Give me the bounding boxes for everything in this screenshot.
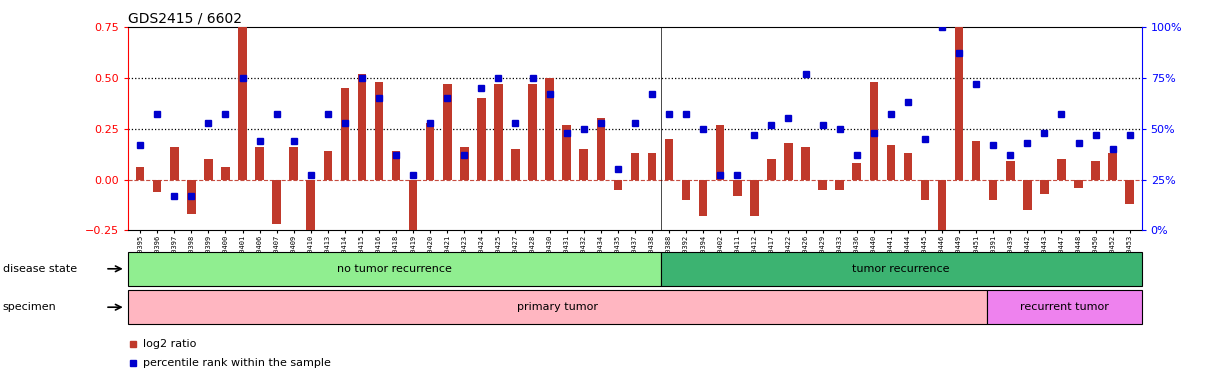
Bar [818,180,827,190]
Bar [698,180,707,216]
Text: recurrent tumor: recurrent tumor [1020,302,1109,312]
Bar [767,159,775,180]
FancyBboxPatch shape [128,290,987,324]
Bar [341,88,349,180]
Bar [852,163,861,180]
Bar [358,74,366,180]
Text: log2 ratio: log2 ratio [143,339,197,349]
FancyBboxPatch shape [128,252,661,286]
Bar [921,180,929,200]
Bar [681,180,690,200]
Bar [546,78,554,180]
Bar [170,147,178,180]
Bar [272,180,281,224]
Bar [153,180,161,192]
Bar [989,180,998,200]
Bar [835,180,844,190]
Bar [426,122,435,180]
Bar [614,180,623,190]
Bar [580,149,589,180]
Bar [495,84,503,180]
Text: primary tumor: primary tumor [518,302,598,312]
Bar [972,141,980,180]
Bar [443,84,452,180]
Bar [409,180,418,245]
Bar [1023,180,1032,210]
Bar [204,159,212,180]
Text: GDS2415 / 6602: GDS2415 / 6602 [128,12,242,26]
Bar [1074,180,1083,188]
Bar [136,167,144,180]
Bar [306,180,315,240]
Text: no tumor recurrence: no tumor recurrence [337,264,452,274]
Bar [955,0,963,180]
Bar [647,153,656,180]
Bar [460,147,469,180]
Text: specimen: specimen [2,302,56,312]
Text: percentile rank within the sample: percentile rank within the sample [143,358,331,368]
Bar [1006,161,1015,180]
Bar [597,118,606,180]
Bar [375,82,383,180]
Bar [512,149,520,180]
Bar [886,145,895,180]
Bar [324,151,332,180]
Bar [869,82,878,180]
Bar [1092,161,1100,180]
Bar [664,139,673,180]
Bar [289,147,298,180]
Bar [938,180,946,240]
Bar [529,84,537,180]
Bar [904,153,912,180]
Bar [187,180,195,214]
FancyBboxPatch shape [987,290,1142,324]
Bar [750,180,758,216]
Bar [392,151,400,180]
Text: tumor recurrence: tumor recurrence [852,264,950,274]
Bar [631,153,639,180]
Bar [255,147,264,180]
Bar [801,147,810,180]
Bar [563,124,571,180]
Bar [733,180,741,196]
FancyBboxPatch shape [661,252,1142,286]
Bar [221,167,230,180]
Bar [716,124,724,180]
Bar [238,27,247,180]
Text: disease state: disease state [2,264,77,274]
Bar [1057,159,1066,180]
Bar [477,98,486,180]
Bar [784,143,792,180]
Bar [1109,153,1117,180]
Bar [1040,180,1049,194]
Bar [1126,180,1134,204]
